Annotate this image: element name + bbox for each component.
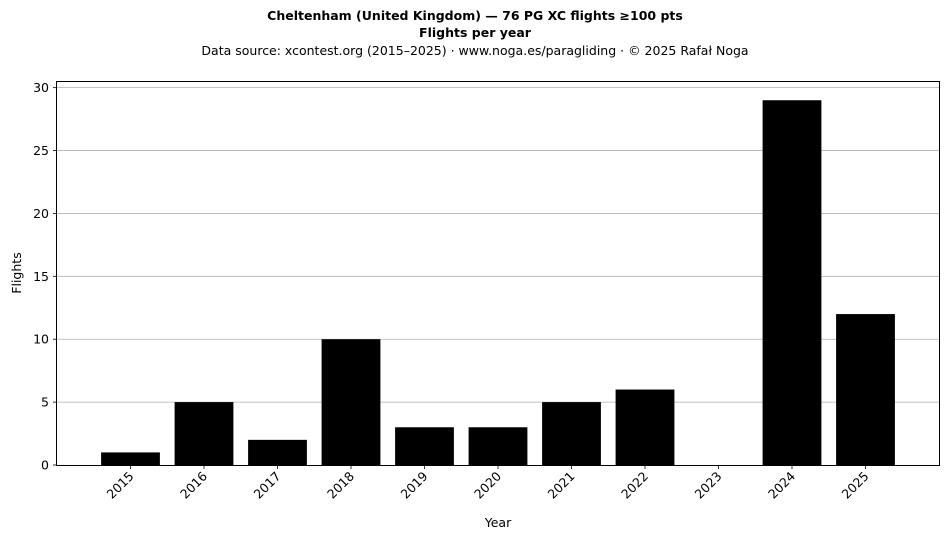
bar-2025 [836,314,895,465]
y-tick-label: 10 [33,332,49,347]
x-tick-label: 2023 [692,469,725,502]
chart-subtitle: Flights per year [419,25,531,40]
y-tick-label: 25 [33,143,49,158]
y-tick-label: 30 [33,80,49,95]
y-tick-label: 5 [41,395,49,410]
x-tick-label: 2015 [104,469,137,502]
x-tick-label: 2024 [765,468,798,501]
x-tick-label: 2016 [177,468,210,501]
x-tick-label: 2019 [398,468,431,501]
bar-2019 [395,427,454,465]
bar-2018 [321,339,381,465]
chart-title: Cheltenham (United Kingdom) — 76 PG XC f… [267,8,683,23]
y-axis-label: Flights [9,252,24,293]
bar-2020 [468,427,528,465]
bar-2024 [762,100,822,465]
bar-2017 [248,439,307,465]
x-tick-label: 2025 [839,469,872,502]
x-tick-label: 2017 [251,469,284,502]
x-tick-label: 2021 [545,469,578,502]
y-tick-label: 0 [41,458,49,473]
y-axis: 0 5 10 15 20 25 30 [33,80,57,473]
chart-source-line: Data source: xcontest.org (2015–2025) · … [201,43,749,58]
y-tick-label: 15 [33,269,49,284]
x-tick-label: 2018 [324,468,357,501]
y-tick-label: 20 [33,206,49,221]
bar-2021 [542,402,601,465]
x-tick-label: 2022 [618,469,651,502]
x-axis: 2015 2016 2017 2018 2019 2020 2021 2022 2023 2024… [104,465,872,502]
x-axis-label: Year [484,515,512,530]
bar-2022 [615,389,675,465]
bar-2016 [174,402,234,465]
bar-2015 [101,452,160,465]
bars [101,100,895,465]
x-tick-label: 2020 [471,468,504,501]
